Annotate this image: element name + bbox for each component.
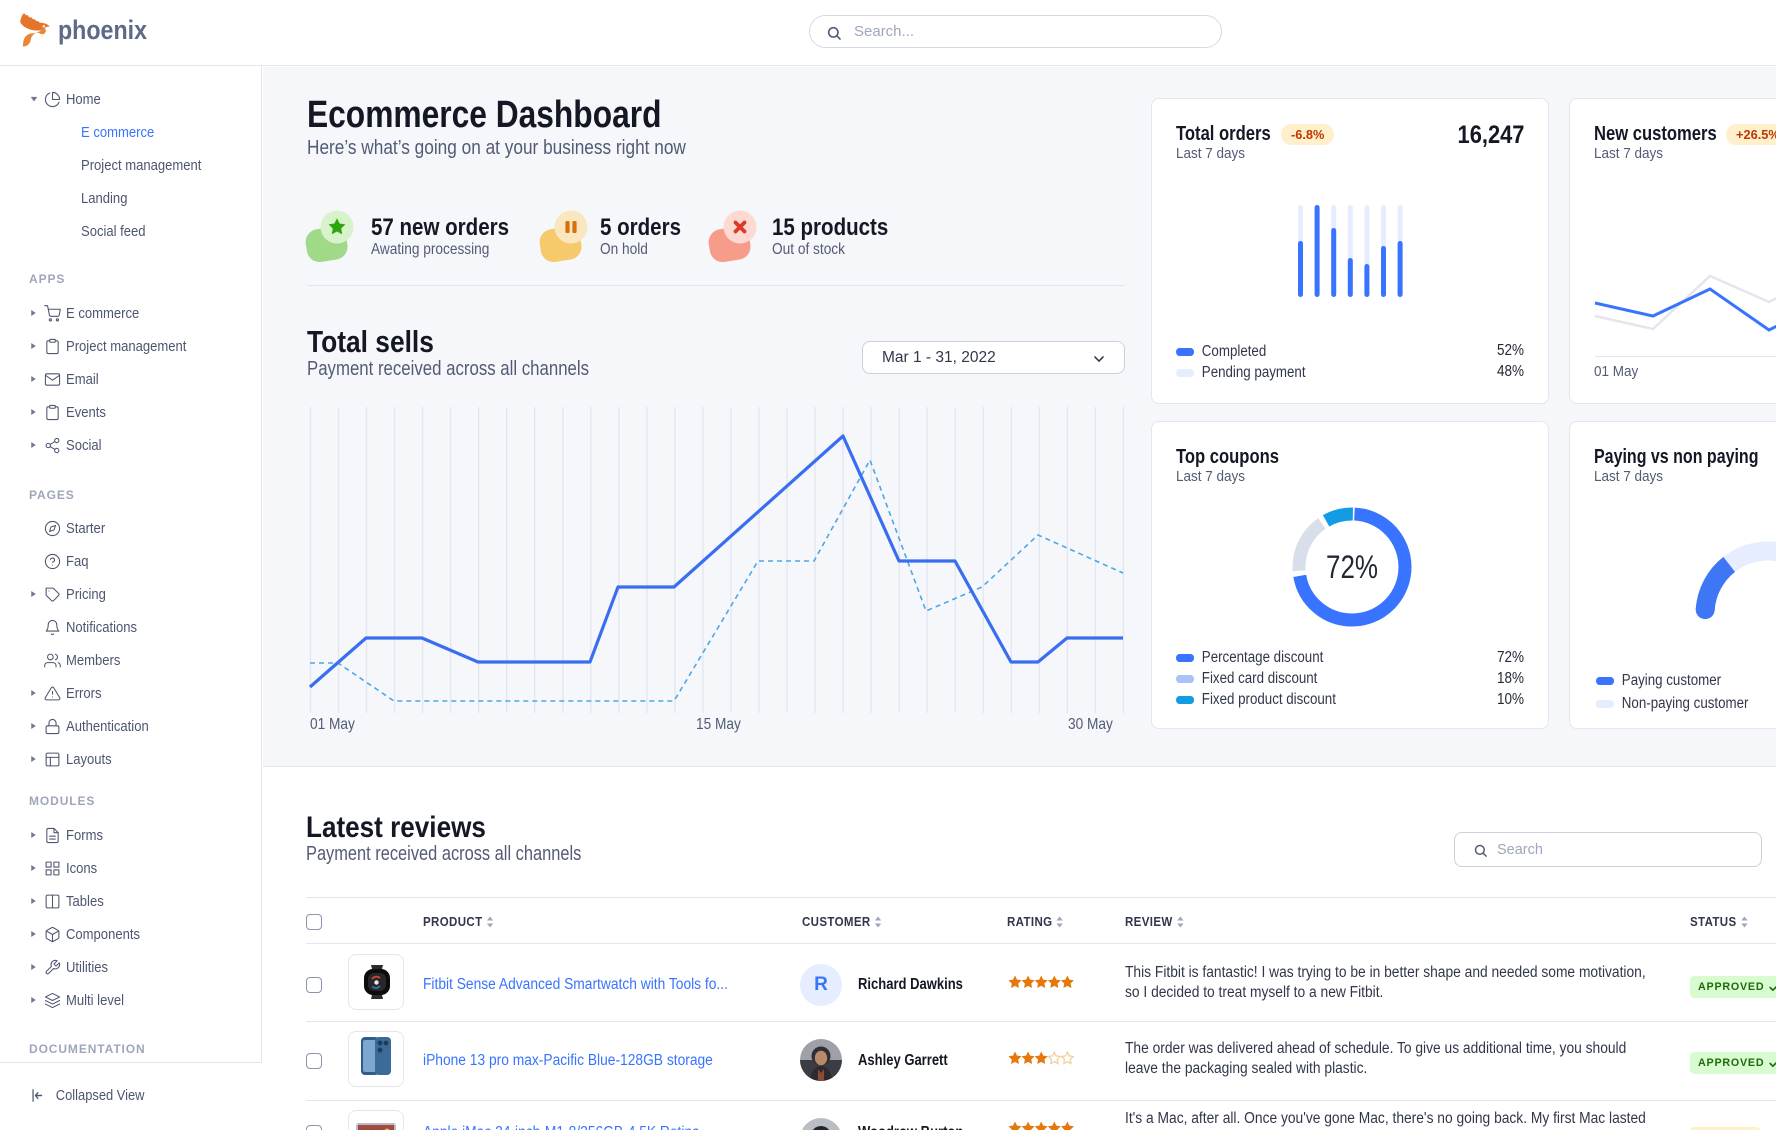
svg-text:72%: 72% (1326, 549, 1378, 585)
